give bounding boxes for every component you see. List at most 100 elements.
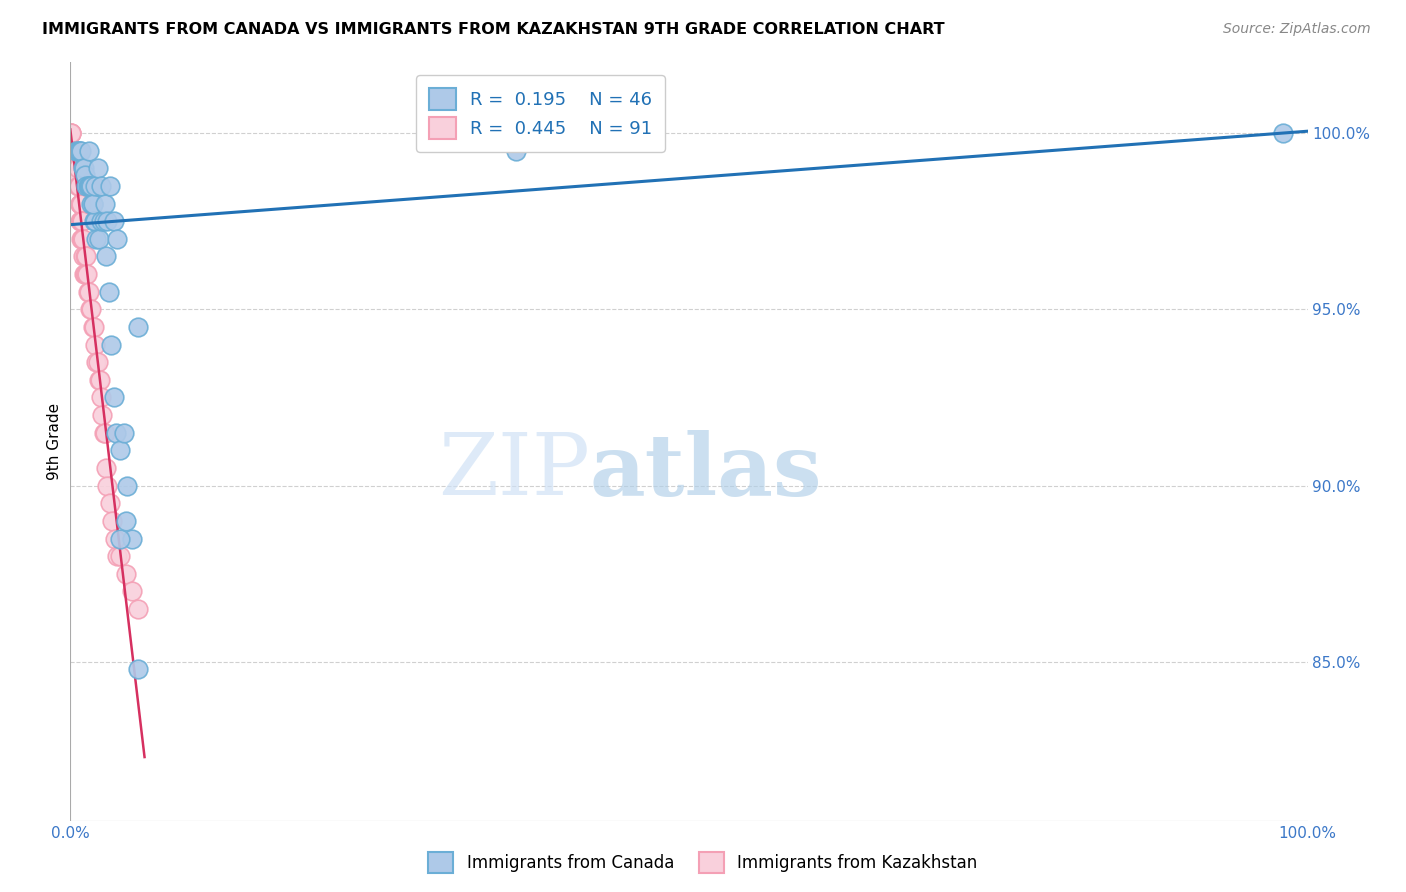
Point (73, 249, 96, 263)
Point (72, 232, 94, 246)
Point (105, 425, 128, 440)
Point (77, 285, 100, 299)
Point (75, 178, 97, 193)
Point (62, 144, 84, 158)
Point (60, 144, 83, 158)
Point (76, 178, 98, 193)
Point (91, 408, 114, 422)
Point (60, 144, 83, 158)
Point (98, 178, 121, 193)
Point (66, 144, 89, 158)
Point (69, 144, 91, 158)
Point (70, 214, 93, 228)
Point (80, 178, 103, 193)
Point (505, 144, 527, 158)
Point (63, 144, 86, 158)
Point (84, 214, 107, 228)
Point (84, 355, 107, 369)
Point (90, 178, 112, 193)
Point (60, 126, 83, 140)
Text: atlas: atlas (591, 430, 823, 514)
Point (96, 249, 118, 263)
Point (60, 144, 83, 158)
Point (70, 144, 93, 158)
Point (127, 602, 149, 616)
Point (86, 355, 108, 369)
Point (65, 161, 87, 176)
Point (79, 302, 101, 317)
Point (75, 249, 97, 263)
Point (105, 549, 128, 563)
Point (70, 232, 93, 246)
Point (90, 391, 112, 405)
Point (66, 161, 89, 176)
Point (75, 267, 97, 281)
Point (62, 144, 84, 158)
Point (69, 214, 91, 228)
Point (127, 320, 149, 334)
Point (84, 178, 107, 193)
Point (96, 478, 118, 492)
Point (65, 144, 87, 158)
Point (65, 144, 87, 158)
Point (67, 144, 90, 158)
Point (77, 144, 100, 158)
Point (66, 161, 89, 176)
Point (59, 126, 82, 140)
Point (105, 232, 128, 246)
Point (98, 496, 121, 510)
Point (69, 214, 91, 228)
Point (89, 373, 111, 387)
Point (104, 532, 127, 546)
Point (60, 144, 83, 158)
Point (62, 161, 84, 176)
Point (67, 178, 90, 193)
Point (65, 161, 87, 176)
Point (62, 144, 84, 158)
Point (84, 232, 107, 246)
Point (96, 214, 118, 228)
Point (60, 126, 83, 140)
Point (60, 144, 83, 158)
Point (65, 144, 87, 158)
Legend: Immigrants from Canada, Immigrants from Kazakhstan: Immigrants from Canada, Immigrants from … (422, 846, 984, 880)
Point (69, 196, 91, 211)
Point (108, 549, 131, 563)
Point (121, 584, 143, 599)
Point (115, 514, 138, 528)
Point (60, 144, 83, 158)
Point (93, 425, 115, 440)
Point (63, 144, 86, 158)
Point (108, 443, 131, 458)
Point (80, 196, 103, 211)
Point (103, 391, 125, 405)
Point (70, 214, 93, 228)
Point (66, 161, 89, 176)
Point (83, 320, 105, 334)
Point (73, 161, 96, 176)
Point (62, 144, 84, 158)
Point (87, 232, 110, 246)
Point (72, 161, 94, 176)
Point (83, 214, 105, 228)
Point (84, 337, 107, 351)
Point (82, 320, 104, 334)
Point (67, 178, 90, 193)
Point (127, 662, 149, 676)
Point (108, 532, 131, 546)
Y-axis label: 9th Grade: 9th Grade (46, 403, 62, 480)
Point (82, 196, 104, 211)
Point (75, 169, 97, 183)
Point (60, 144, 83, 158)
Point (67, 178, 90, 193)
Point (63, 144, 86, 158)
Point (86, 161, 108, 176)
Text: IMMIGRANTS FROM CANADA VS IMMIGRANTS FROM KAZAKHSTAN 9TH GRADE CORRELATION CHART: IMMIGRANTS FROM CANADA VS IMMIGRANTS FRO… (42, 22, 945, 37)
Point (79, 178, 101, 193)
Point (100, 337, 122, 351)
Point (103, 214, 125, 228)
Point (90, 214, 112, 228)
Point (62, 144, 84, 158)
Point (80, 302, 103, 317)
Point (115, 478, 138, 492)
